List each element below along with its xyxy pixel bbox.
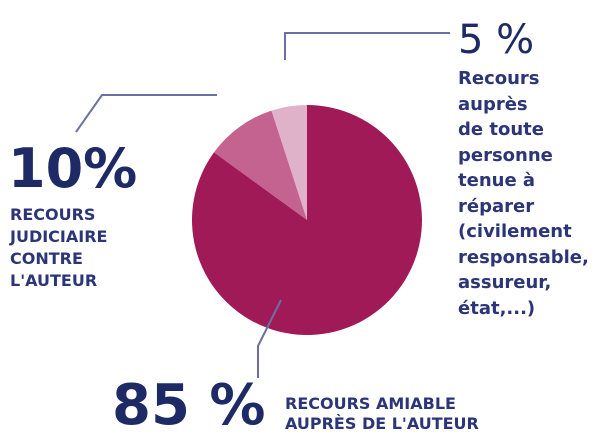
leader-line [284, 32, 450, 60]
pie-slice [191, 105, 422, 336]
pie-slice [271, 105, 307, 220]
pie-slice [213, 110, 307, 220]
value-label: 85 % [112, 373, 266, 438]
value-label: 10% [8, 137, 138, 200]
leader-line [75, 94, 217, 133]
leader-line [257, 299, 282, 378]
category-label: RECOURS AMIABLE AUPRÈS DE L'AUTEUR [285, 394, 479, 433]
category-label: RECOURS JUDICIAIRE CONTRE L'AUTEUR [10, 205, 108, 290]
category-label: Recours auprès de toute personne tenue à… [458, 68, 589, 319]
value-label: 5 % [458, 17, 535, 63]
